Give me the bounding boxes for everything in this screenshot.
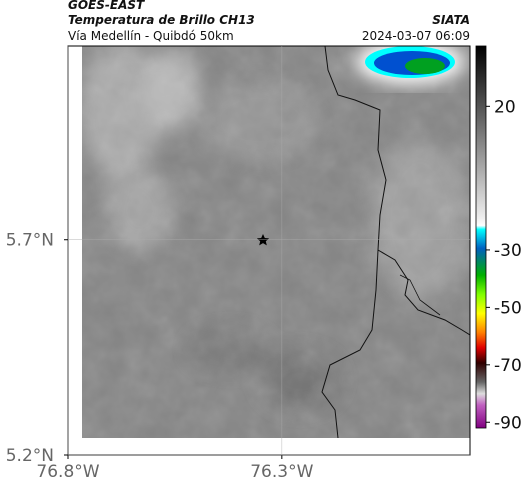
subtitle: Temperatura de Brillo CH13 bbox=[68, 13, 255, 27]
lat-tick-label: 5.2°N bbox=[6, 446, 54, 466]
map-axes: 76.8°W 76.3°W 5.7°N 5.2°N bbox=[6, 46, 470, 482]
colorbar-tick-label: 20 bbox=[494, 97, 516, 117]
route: Vía Medellín - Quibdó 50km bbox=[68, 29, 234, 43]
colorbar-tick-label: -50 bbox=[494, 298, 522, 318]
lat-tick-label: 5.7°N bbox=[6, 231, 54, 251]
colorbar-tick-label: -90 bbox=[494, 413, 522, 433]
satellite-image bbox=[82, 46, 470, 438]
header: GOES-EAST Temperatura de Brillo CH13 SIA… bbox=[68, 0, 470, 43]
datetime: 2024-03-07 06:09 bbox=[362, 29, 470, 43]
colorbar-axis: 20 -30 -50 -70 -90 bbox=[486, 97, 522, 433]
colorbar bbox=[475, 45, 487, 429]
source: SIATA bbox=[432, 13, 470, 27]
lon-tick-label: 76.3°W bbox=[250, 462, 313, 482]
lon-tick-label: 76.8°W bbox=[36, 462, 99, 482]
colorbar-tick-label: -70 bbox=[494, 356, 522, 376]
title: GOES-EAST bbox=[68, 0, 145, 12]
colorbar-tick-label: -30 bbox=[494, 241, 522, 261]
